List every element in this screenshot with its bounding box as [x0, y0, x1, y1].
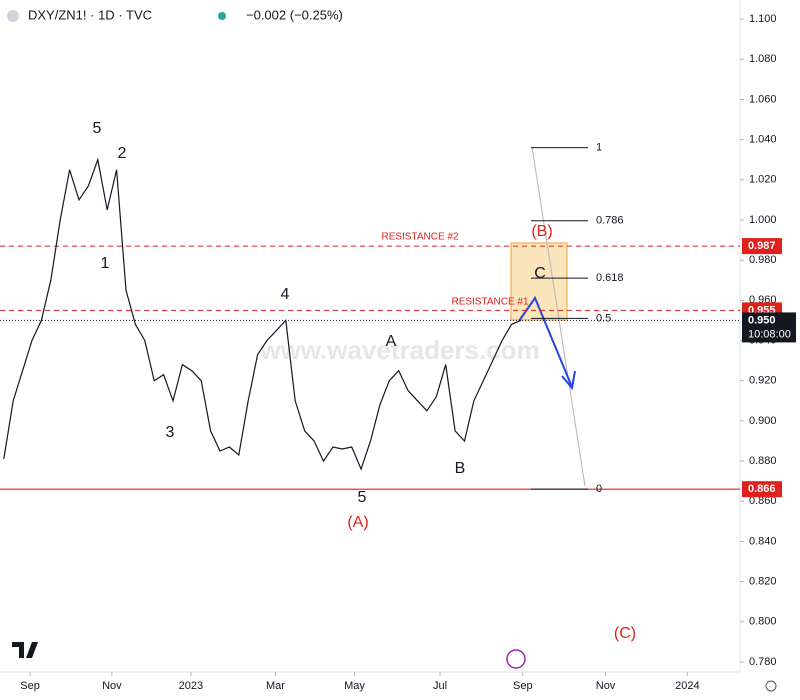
countdown-label: 10:08:00: [748, 328, 791, 340]
y-tick-label: 1.040: [749, 134, 777, 146]
x-tick-label: Mar: [266, 680, 285, 692]
x-tick-label: Jul: [433, 680, 447, 692]
last-price-tag: [742, 312, 796, 343]
wave-label: B: [455, 460, 466, 477]
x-tick-label: Sep: [513, 680, 533, 692]
y-tick-label: 0.820: [749, 576, 777, 588]
wave-label: (C): [614, 625, 636, 642]
y-tick-label: 1.100: [749, 13, 777, 25]
wave-label: 2: [118, 145, 127, 162]
fib-trend-line: [531, 146, 586, 487]
x-tick-label: Nov: [596, 680, 616, 692]
fib-label: 0.786: [596, 215, 624, 227]
symbol-icon: [7, 10, 19, 22]
y-tick-label: 0.900: [749, 415, 777, 427]
level-price-tag: [742, 481, 782, 498]
wave-label: 3: [166, 424, 175, 441]
y-tick-label: 0.980: [749, 254, 777, 266]
wave-label: (B): [531, 223, 552, 240]
y-tick-label: 1.000: [749, 214, 777, 226]
settings-icon[interactable]: [765, 680, 777, 692]
level-price-label: 0.987: [748, 240, 776, 252]
y-tick-label: 1.080: [749, 53, 777, 65]
wave-label: A: [386, 333, 397, 350]
wave-label: 1: [101, 255, 110, 272]
x-tick-label: May: [344, 680, 365, 692]
fib-label: 1: [596, 142, 602, 154]
x-tick-label: 2024: [675, 680, 699, 692]
price-line: [3, 157, 522, 471]
y-tick-label: 0.800: [749, 616, 777, 628]
arrow-head: [561, 370, 576, 391]
event-icon: [506, 649, 526, 669]
y-tick-label: 0.840: [749, 535, 777, 547]
status-dot: [218, 12, 226, 20]
fib-label: 0.618: [596, 272, 624, 284]
wave-label: 4: [281, 286, 290, 303]
wave-label: 5: [358, 489, 367, 506]
y-tick-label: 0.780: [749, 656, 777, 668]
level-label: RESISTANCE #1: [451, 297, 528, 308]
fib-label: 0.5: [596, 312, 611, 324]
y-tick-label: 0.860: [749, 495, 777, 507]
price-change: −0.002 (−0.25%): [246, 7, 343, 22]
level-price-label: 0.866: [748, 483, 776, 495]
tv-logo: [12, 642, 38, 658]
chart-title: DXY/ZN1! · 1D · TVC: [28, 7, 152, 22]
x-tick-label: Nov: [102, 680, 122, 692]
level-price-tag: [742, 238, 782, 255]
fib-label: 0: [596, 483, 602, 495]
wave-label: C: [534, 265, 546, 282]
y-tick-label: 0.920: [749, 375, 777, 387]
wave-label: (A): [347, 514, 368, 531]
level-label: RESISTANCE #2: [381, 232, 458, 243]
x-tick-label: Sep: [20, 680, 40, 692]
y-tick-label: 1.060: [749, 93, 777, 105]
wave-label: 5: [93, 120, 102, 137]
last-price-label: 0.950: [748, 314, 776, 326]
y-tick-label: 0.880: [749, 455, 777, 467]
y-tick-label: 1.020: [749, 174, 777, 186]
x-tick-label: 2023: [179, 680, 203, 692]
projection-arrow: [518, 295, 573, 388]
